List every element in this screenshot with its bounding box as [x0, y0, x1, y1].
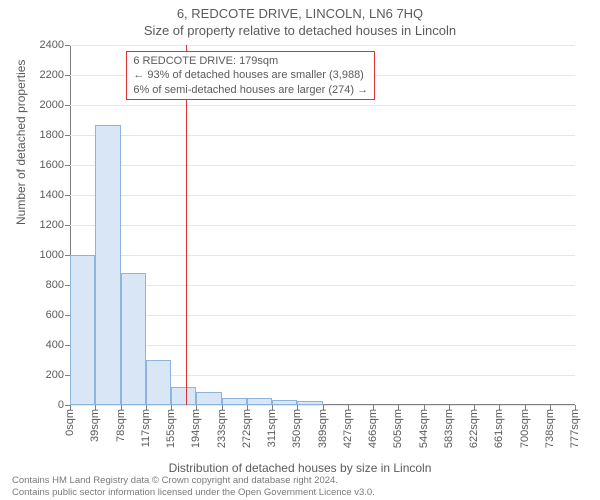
x-tick-label: 466sqm — [367, 405, 379, 448]
x-tick-label: 117sqm — [140, 405, 152, 447]
x-axis-label: Distribution of detached houses by size … — [0, 461, 600, 475]
y-tick-label: 1600 — [40, 159, 70, 171]
histogram-bar — [297, 401, 322, 405]
x-tick-label: 622sqm — [468, 405, 480, 448]
histogram-bar — [247, 398, 272, 405]
chart-subtitle: Size of property relative to detached ho… — [0, 21, 600, 38]
x-tick-label: 0sqm — [64, 405, 76, 436]
x-tick-label: 427sqm — [342, 405, 354, 448]
x-tick-label: 544sqm — [418, 405, 430, 448]
y-tick-label: 600 — [46, 309, 70, 321]
gridline-h — [70, 105, 575, 106]
x-tick-label: 350sqm — [291, 405, 303, 448]
footer-line-2: Contains public sector information licen… — [12, 487, 375, 498]
annotation-box: 6 REDCOTE DRIVE: 179sqm← 93% of detached… — [126, 51, 375, 100]
x-tick-label: 389sqm — [317, 405, 329, 448]
y-tick-label: 800 — [46, 279, 70, 291]
gridline-h — [70, 135, 575, 136]
x-tick-label: 272sqm — [241, 405, 253, 448]
x-tick-label: 233sqm — [216, 405, 228, 448]
x-tick-label: 78sqm — [115, 405, 127, 442]
gridline-h — [70, 45, 575, 46]
histogram-bar — [222, 398, 247, 406]
x-tick-label: 39sqm — [89, 405, 101, 442]
y-tick-label: 200 — [46, 369, 70, 381]
x-tick-label: 738sqm — [544, 405, 556, 448]
y-tick-label: 2200 — [40, 69, 70, 81]
gridline-h — [70, 345, 575, 346]
x-tick-label: 700sqm — [519, 405, 531, 448]
histogram-bar — [171, 387, 196, 405]
x-tick-label: 505sqm — [392, 405, 404, 448]
y-tick-label: 400 — [46, 339, 70, 351]
gridline-h — [70, 255, 575, 256]
chart-container: 6, REDCOTE DRIVE, LINCOLN, LN6 7HQ Size … — [0, 0, 600, 500]
gridline-h — [70, 195, 575, 196]
histogram-bar — [95, 125, 120, 406]
gridline-h — [70, 225, 575, 226]
y-axis-label: Number of detached properties — [14, 60, 28, 225]
annotation-line-2: ← 93% of detached houses are smaller (3,… — [133, 68, 368, 82]
x-tick-label: 777sqm — [569, 405, 581, 448]
histogram-bar — [146, 360, 171, 405]
y-tick-label: 2000 — [40, 99, 70, 111]
x-tick-label: 311sqm — [266, 405, 278, 447]
histogram-bar — [196, 392, 221, 406]
histogram-bar — [272, 400, 297, 405]
x-tick-label: 155sqm — [165, 405, 177, 448]
x-tick-label: 583sqm — [443, 405, 455, 448]
chart-title: 6, REDCOTE DRIVE, LINCOLN, LN6 7HQ — [0, 0, 600, 21]
histogram-bar — [70, 255, 95, 405]
y-tick-label: 1400 — [40, 189, 70, 201]
footer-line-1: Contains HM Land Registry data © Crown c… — [12, 475, 375, 486]
gridline-h — [70, 315, 575, 316]
gridline-h — [70, 165, 575, 166]
y-tick-label: 1800 — [40, 129, 70, 141]
x-tick-label: 661sqm — [493, 405, 505, 448]
annotation-line-1: 6 REDCOTE DRIVE: 179sqm — [133, 54, 368, 68]
plot-area: 0200400600800100012001400160018002000220… — [70, 45, 575, 405]
histogram-bar — [121, 273, 146, 405]
annotation-line-3: 6% of semi-detached houses are larger (2… — [133, 83, 368, 97]
y-tick-label: 2400 — [40, 39, 70, 51]
x-tick-label: 194sqm — [190, 405, 202, 448]
gridline-h — [70, 285, 575, 286]
y-tick-label: 1200 — [40, 219, 70, 231]
y-tick-label: 1000 — [40, 249, 70, 261]
footer-attribution: Contains HM Land Registry data © Crown c… — [12, 475, 375, 498]
